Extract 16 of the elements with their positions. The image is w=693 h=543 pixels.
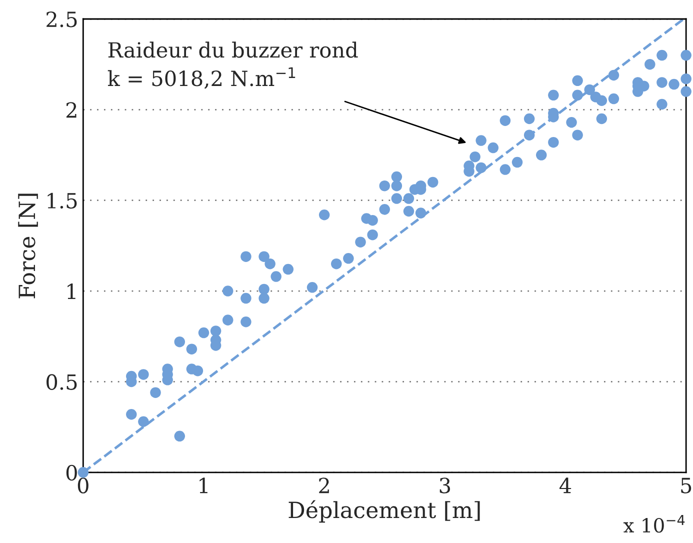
x-tick-label: 2 — [319, 478, 329, 494]
x-tick-label: 5 — [681, 478, 692, 494]
y-tick-label: 1.5 — [48, 192, 77, 209]
text: x 10$^{−4}$ — [624, 515, 685, 533]
x-tick-label: 0 — [78, 478, 88, 494]
y-tick-label: 0 — [66, 464, 77, 481]
y-tick-label: 1 — [68, 284, 76, 299]
y-axis-title: Force [N] — [18, 194, 38, 298]
y-tick-label: 0.5 — [46, 374, 77, 390]
y-tick-label: 2 — [66, 102, 76, 118]
x-tick-label: 3 — [440, 478, 450, 494]
x-tick-label: 1 — [200, 478, 208, 494]
y-tick-label: 2.5 — [46, 11, 77, 28]
x-axis-title: Déplacement [m] — [288, 500, 480, 523]
x-tick-label: 4 — [560, 478, 572, 494]
annotation: Raideur du buzzer rond k = 5018,2 N.m$^{−1}$ — [108, 42, 358, 89]
